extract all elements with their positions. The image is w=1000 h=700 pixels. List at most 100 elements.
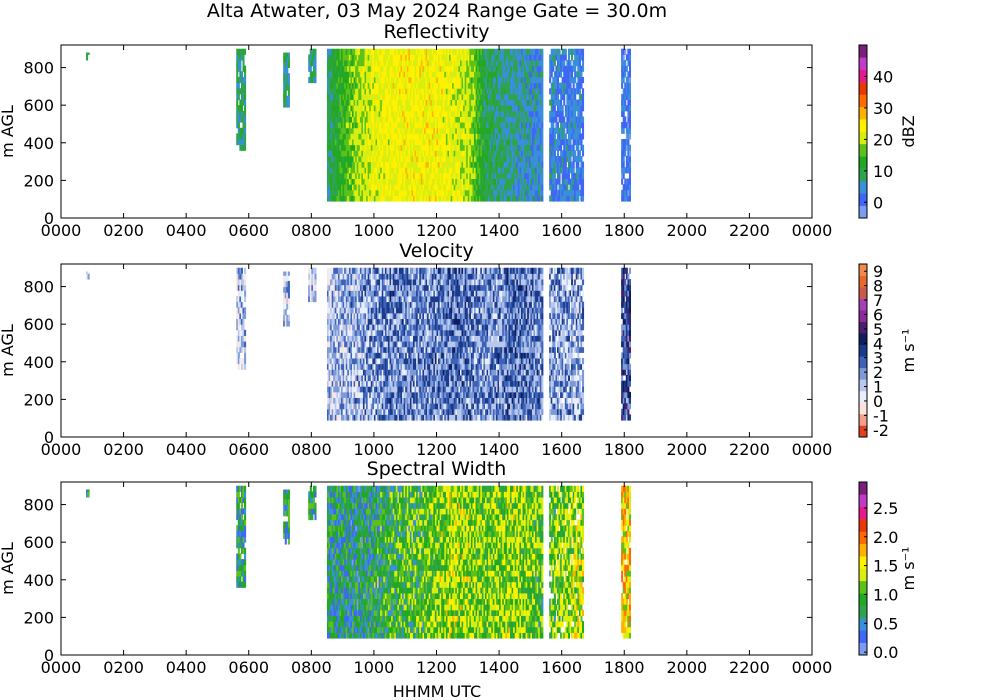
- heatmap-cell: [622, 88, 625, 95]
- heatmap-cell: [505, 161, 508, 168]
- heatmap-cell: [552, 76, 555, 84]
- heatmap-cell: [520, 195, 524, 202]
- heatmap-cell: [283, 90, 286, 97]
- heatmap-cell: [455, 167, 458, 174]
- heatmap-cell: [514, 155, 517, 163]
- heatmap-cell: [527, 82, 530, 89]
- heatmap-cell: [510, 144, 513, 151]
- heatmap-cell: [569, 155, 572, 163]
- heatmap-cell: [331, 184, 334, 191]
- heatmap-cell: [466, 178, 469, 185]
- heatmap-cell: [488, 150, 491, 157]
- heatmap-cell: [516, 110, 519, 117]
- heatmap-cell: [533, 105, 536, 112]
- heatmap-cell: [394, 195, 397, 202]
- heatmap-cell: [392, 93, 395, 101]
- heatmap-cell: [434, 71, 437, 78]
- heatmap-cell: [427, 93, 430, 101]
- heatmap-cell: [580, 48, 583, 55]
- heatmap-cell: [244, 358, 247, 365]
- heatmap-cell: [441, 82, 444, 89]
- heatmap-cell: [347, 172, 350, 180]
- heatmap-cell: [481, 144, 484, 151]
- heatmap-cell: [244, 48, 247, 55]
- heatmap-cell: [572, 127, 575, 134]
- heatmap-cell: [395, 76, 398, 84]
- heatmap-cell: [524, 65, 527, 72]
- heatmap-cell: [577, 54, 580, 61]
- heatmap-cell: [330, 71, 333, 78]
- heatmap-cell: [558, 155, 561, 163]
- heatmap-cell: [391, 122, 394, 129]
- heatmap-cell: [500, 48, 503, 55]
- heatmap-cell: [531, 88, 534, 95]
- heatmap-cell: [328, 105, 331, 112]
- heatmap-cell: [508, 110, 511, 117]
- heatmap-cell: [328, 189, 331, 196]
- heatmap-cell: [466, 93, 469, 101]
- heatmap-cell: [386, 155, 389, 163]
- heatmap-cell: [558, 167, 561, 174]
- heatmap-cell: [364, 54, 367, 61]
- heatmap-cell: [549, 65, 552, 72]
- heatmap-cell: [627, 178, 630, 185]
- heatmap-cell: [622, 122, 625, 129]
- heatmap-cell: [331, 48, 334, 55]
- heatmap-cell: [459, 65, 463, 72]
- heatmap-cell: [495, 60, 499, 67]
- heatmap-cell: [326, 127, 330, 134]
- heatmap-cell: [339, 155, 342, 163]
- heatmap-cell: [359, 127, 362, 134]
- heatmap-cell: [489, 127, 492, 134]
- heatmap-cell: [431, 161, 434, 168]
- heatmap-cell: [566, 110, 569, 117]
- heatmap-cell: [625, 127, 628, 134]
- heatmap-cell: [442, 110, 445, 117]
- heatmap-cell: [466, 71, 469, 78]
- heatmap-cell: [486, 161, 489, 168]
- heatmap-cell: [467, 122, 470, 129]
- heatmap-cell: [470, 172, 473, 180]
- heatmap-cell: [499, 161, 502, 168]
- heatmap-cell: [580, 82, 583, 89]
- heatmap-cell: [582, 189, 585, 196]
- heatmap-cell: [528, 48, 531, 55]
- heatmap-cell: [525, 127, 528, 134]
- heatmap-cell: [506, 172, 509, 180]
- heatmap-cell: [582, 99, 585, 106]
- heatmap-cell: [347, 144, 350, 151]
- heatmap-cell: [552, 195, 555, 202]
- heatmap-cell: [520, 127, 524, 134]
- heatmap-cell: [389, 150, 392, 157]
- heatmap-cell: [516, 161, 519, 168]
- heatmap-cell: [400, 105, 403, 112]
- heatmap-cell: [480, 184, 483, 191]
- heatmap-cell: [474, 60, 477, 67]
- heatmap-cell: [417, 105, 420, 112]
- heatmap-cell: [408, 155, 411, 163]
- heatmap-cell: [438, 127, 441, 134]
- heatmap-cell: [519, 122, 522, 129]
- heatmap-cell: [455, 184, 458, 191]
- heatmap-cell: [389, 122, 392, 129]
- heatmap-cell: [427, 139, 430, 146]
- heatmap-cell: [539, 93, 542, 101]
- heatmap-cell: [475, 65, 478, 72]
- heatmap-cell: [578, 60, 581, 67]
- heatmap-cell: [469, 48, 472, 55]
- heatmap-cell: [372, 161, 375, 168]
- heatmap-cell: [571, 110, 574, 117]
- heatmap-cell: [524, 82, 527, 89]
- heatmap-cell: [511, 133, 514, 140]
- heatmap-cell: [474, 116, 477, 123]
- heatmap-cell: [361, 122, 364, 129]
- heatmap-cell: [449, 155, 452, 163]
- heatmap-cell: [478, 172, 481, 180]
- heatmap-cell: [574, 71, 577, 78]
- heatmap-cell: [528, 65, 531, 72]
- heatmap-cell: [314, 290, 317, 297]
- heatmap-cell: [413, 144, 416, 151]
- heatmap-cell: [395, 88, 398, 95]
- heatmap-cell: [463, 172, 466, 180]
- heatmap-cell: [237, 312, 240, 320]
